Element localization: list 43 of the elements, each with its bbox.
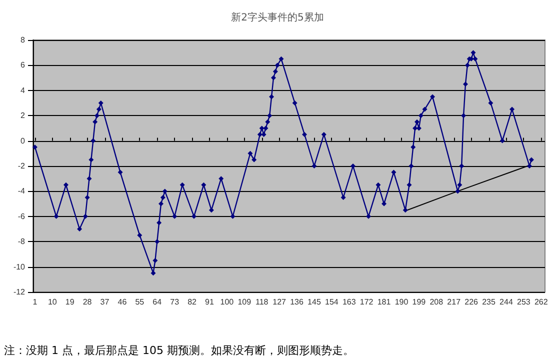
x-tick-label: 109 <box>238 298 252 306</box>
x-tick-label: 1 <box>32 298 38 306</box>
x-tick-label: 172 <box>360 298 374 306</box>
x-tick-label: 73 <box>170 298 180 306</box>
x-tick-label: 181 <box>377 298 392 306</box>
x-tick-label: 226 <box>464 298 479 306</box>
x-tick-label: 235 <box>482 298 496 306</box>
chart-title: 新2字头事件的5累加 <box>231 12 324 24</box>
x-tick-label: 19 <box>65 298 75 306</box>
y-tick-label: -8 <box>18 237 26 246</box>
x-tick-label: 91 <box>205 298 214 306</box>
x-tick-label: 208 <box>430 298 444 306</box>
x-tick-label: 190 <box>394 298 409 306</box>
x-tick-label: 46 <box>118 298 128 306</box>
x-tick-label: 28 <box>82 298 92 306</box>
x-tick-label: 55 <box>135 298 145 306</box>
y-tick-label: 2 <box>20 111 26 120</box>
x-tick-label: 244 <box>500 298 514 306</box>
x-tick-label: 154 <box>324 298 339 306</box>
y-tick-label: 8 <box>20 36 26 44</box>
y-tick-label: -6 <box>18 212 26 221</box>
x-tick-label: 100 <box>220 298 234 306</box>
x-tick-label: 118 <box>255 298 269 306</box>
y-tick-label: -10 <box>13 262 26 272</box>
x-tick-label: 163 <box>342 298 356 306</box>
y-tick-label: -4 <box>18 186 26 196</box>
y-tick-label: -12 <box>13 288 26 296</box>
y-tick-label: 6 <box>20 60 26 70</box>
x-tick-label: 199 <box>412 298 426 306</box>
x-tick-label: 253 <box>516 298 531 306</box>
x-tick-label: 136 <box>290 298 304 306</box>
x-tick-label: 127 <box>272 298 287 306</box>
text: 注：没期 1 点，最后那点是 105 期预测。如果没有断，则图形顺势走。 <box>4 344 354 357</box>
x-tick-label: 37 <box>100 298 110 306</box>
x-tick-label: 64 <box>152 298 162 306</box>
y-tick-label: 0 <box>20 136 26 146</box>
x-tick-label: 262 <box>534 298 548 306</box>
x-tick-label: 217 <box>447 298 462 306</box>
y-tick-label: -2 <box>18 162 26 170</box>
x-tick-label: 145 <box>308 298 322 306</box>
x-tick-label: 10 <box>48 298 58 306</box>
x-tick-label: 82 <box>188 298 198 306</box>
y-tick-label: 4 <box>20 86 26 95</box>
